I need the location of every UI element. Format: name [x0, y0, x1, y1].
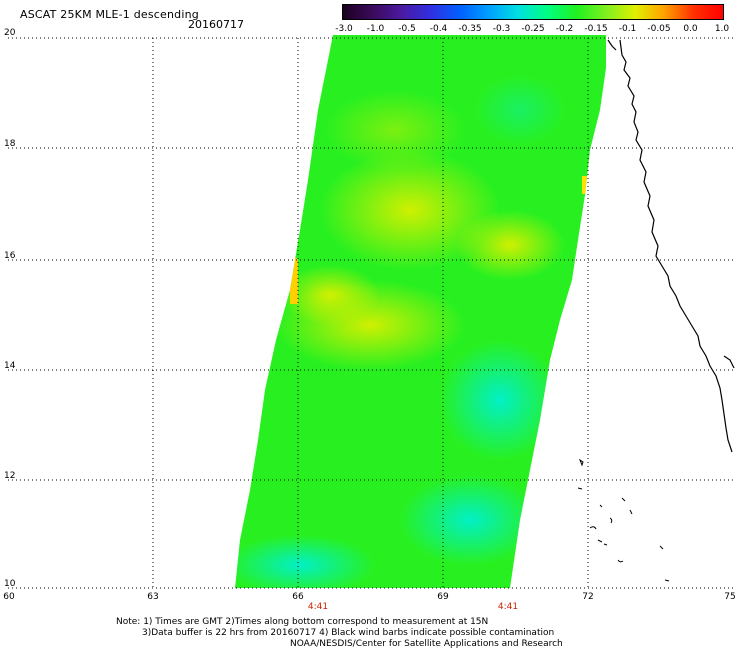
pass-time-2: 4:41 [497, 602, 519, 612]
y-tick-18: 18 [4, 139, 16, 149]
lat-lon-grid [8, 37, 734, 589]
colorbar-tick-label: -0.3 [492, 24, 511, 34]
note-line-3: NOAA/NESDIS/Center for Satellite Applica… [290, 639, 563, 649]
colorbar-tick-label: -3.0 [335, 24, 353, 34]
colorbar-tick-label: -0.35 [458, 24, 482, 34]
x-tick-63: 63 [147, 592, 159, 602]
colorbar-tick-label: 0.0 [683, 24, 698, 34]
colorbar-tick-label: -0.15 [584, 24, 608, 34]
map-title: ASCAT 25KM MLE-1 descending [20, 8, 199, 21]
y-tick-12: 12 [4, 471, 16, 481]
colorbar-tick-label: -0.4 [429, 24, 448, 34]
y-tick-10: 10 [4, 579, 16, 589]
x-tick-75: 75 [724, 592, 736, 602]
colorbar [342, 4, 724, 20]
y-tick-14: 14 [4, 361, 16, 371]
colorbar-tick-label: -1.0 [366, 24, 385, 34]
colorbar-tick-label: -0.5 [398, 24, 416, 34]
coastline [607, 39, 735, 453]
colorbar-tick-label: 1.0 [714, 24, 730, 34]
islands [577, 458, 670, 582]
map-date: 20160717 [188, 18, 244, 31]
note-line-1: Note: 1) Times are GMT 2)Times along bot… [116, 617, 489, 627]
swath [235, 35, 606, 588]
colorbar-tick-label: -0.25 [521, 24, 545, 34]
x-tick-60: 60 [3, 592, 15, 602]
y-tick-20: 20 [4, 28, 16, 38]
note-line-2: 3)Data buffer is 22 hrs from 20160717 4)… [142, 628, 555, 638]
colorbar-tick-label: -0.1 [618, 24, 637, 34]
colorbar-tick-label: -0.2 [555, 24, 574, 34]
x-tick-72: 72 [582, 592, 594, 602]
x-tick-69: 69 [437, 592, 449, 602]
y-tick-16: 16 [4, 251, 16, 261]
colorbar-tick-label: -0.05 [647, 24, 671, 34]
pass-time-1: 4:41 [307, 602, 329, 612]
x-tick-66: 66 [292, 592, 304, 602]
